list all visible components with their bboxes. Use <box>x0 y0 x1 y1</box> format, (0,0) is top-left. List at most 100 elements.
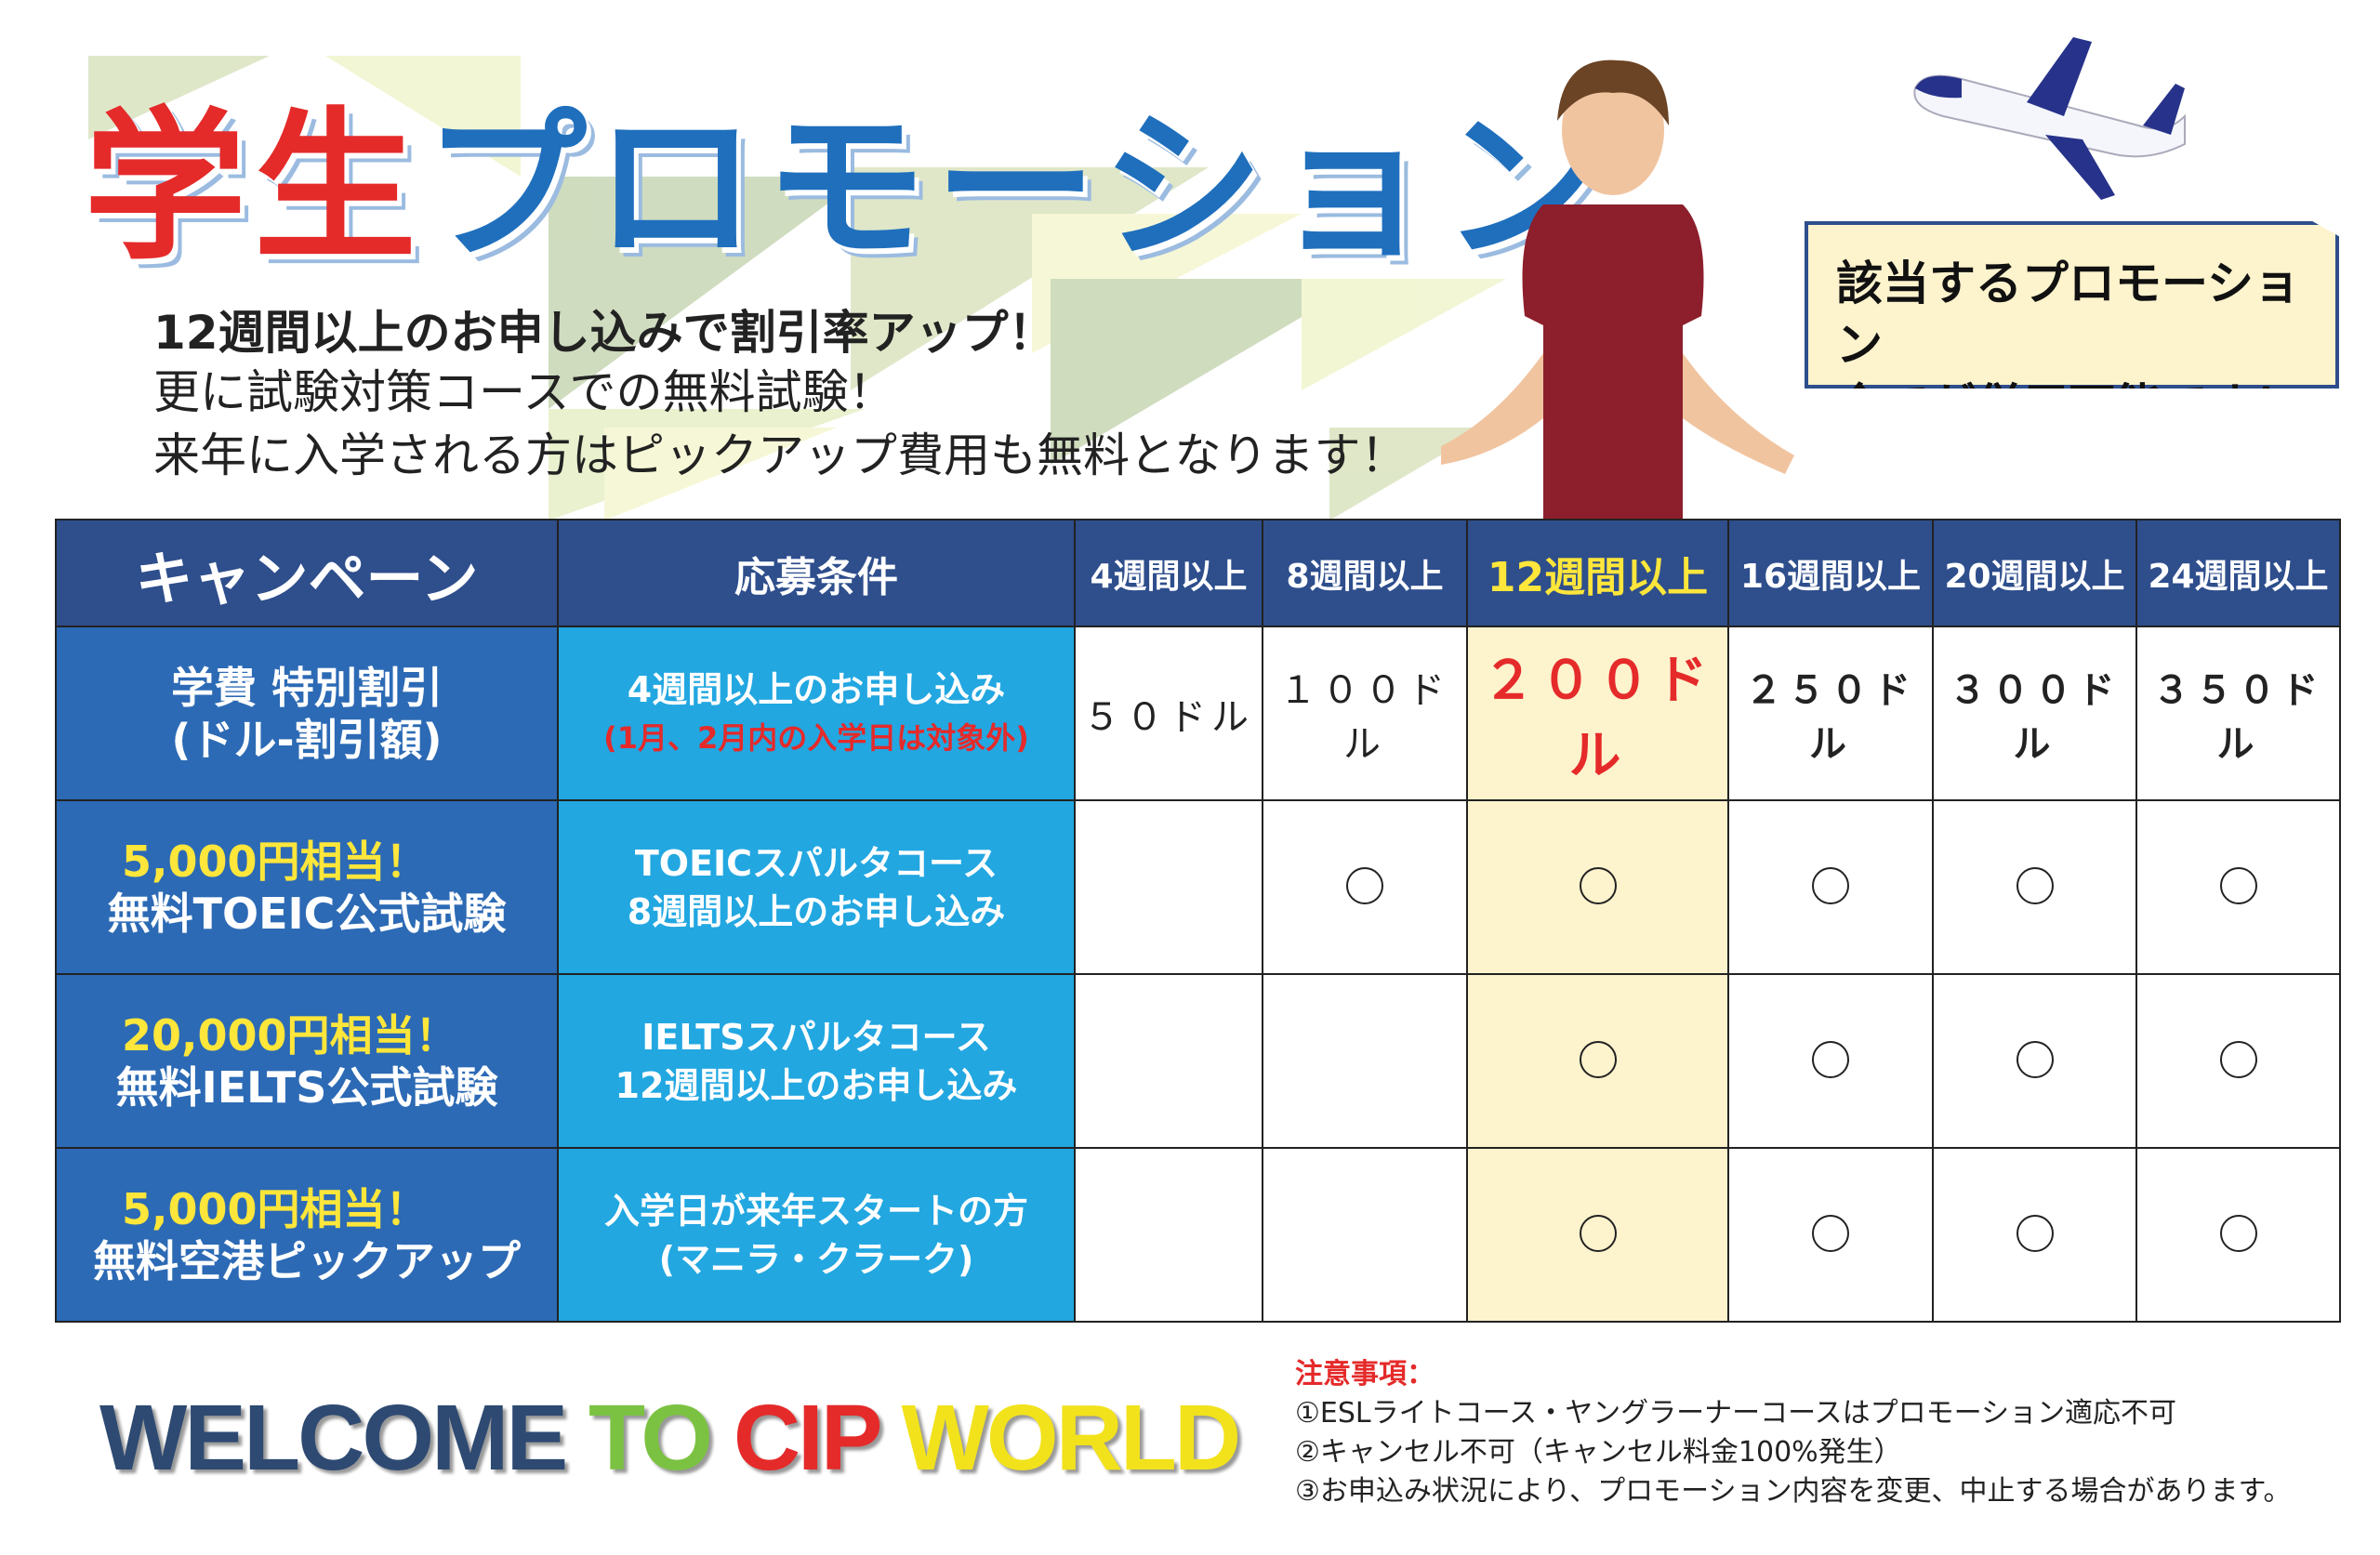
subtitle-2: 更に試験対策コースでの無料試験！ <box>153 365 895 419</box>
table-row: 学費 特別割引 (ドル-割引額) 4週間以上のお申し込み (1月、2月内の入学日は対… <box>55 626 2341 801</box>
eligibility-cell <box>1262 1147 1468 1323</box>
subtitle-1: 12週間以上のお申し込みで割引率アップ！ <box>153 306 1055 360</box>
campaign-cell: 学費 特別割引 (ドル-割引額) <box>55 626 559 801</box>
notes-heading: 注意事項： <box>1295 1358 1435 1390</box>
campaign-value: 5,000円相当！ <box>122 1183 429 1234</box>
header-campaign: キャンペーン <box>55 519 559 627</box>
eligible-circle-icon <box>1812 866 1849 904</box>
eligibility-cell <box>1727 973 1934 1149</box>
eligibility-cell <box>2135 799 2341 975</box>
eligible-circle-icon <box>2016 1040 2054 1078</box>
value-cell: ２００ドル <box>1466 626 1729 801</box>
welcome-word: WELCOME <box>99 1386 568 1490</box>
campaign-value: 5,000円相当！ <box>122 836 429 887</box>
eligible-circle-icon <box>1346 866 1383 904</box>
header-4weeks: 4週間以上 <box>1074 519 1263 627</box>
value-cell: ５０ドル <box>1074 626 1263 801</box>
discount-amount: ５０ドル <box>1083 695 1254 739</box>
header-24weeks: 24週間以上 <box>2135 519 2341 627</box>
page-title: 学生プロモーション <box>84 56 1612 291</box>
eligibility-cell <box>1466 799 1729 975</box>
campaign-name: 無料空港ピックアップ <box>93 1235 521 1286</box>
discount-amount: ２００ドル <box>1482 650 1713 786</box>
note-item: ②キャンセル不可（キャンセル料金100%発生） <box>1295 1436 1902 1469</box>
campaign-name: 無料IELTS公式試験 <box>115 1061 498 1113</box>
eligibility-cell <box>1466 1147 1729 1323</box>
value-cell: １００ドル <box>1262 626 1468 801</box>
header-condition: 応募条件 <box>557 519 1076 627</box>
eligibility-cell <box>1262 799 1468 975</box>
value-cell: ３００ドル <box>1932 626 2137 801</box>
eligibility-cell <box>1932 1147 2137 1323</box>
eligible-circle-icon <box>2219 866 2257 904</box>
condition-cell: IELTSスパルタコース 12週間以上のお申し込み <box>557 973 1076 1149</box>
eligible-circle-icon <box>2219 1040 2257 1078</box>
eligibility-cell <box>2135 1147 2341 1323</box>
header-12weeks: 12週間以上 <box>1466 519 1729 627</box>
header-8weeks: 8週間以上 <box>1262 519 1468 627</box>
eligible-circle-icon <box>2219 1214 2257 1252</box>
notes-section: 注意事項： ①ESLライトコース・ヤングラーナーコースはプロモーション適応不可 … <box>1295 1355 2292 1511</box>
value-cell: ２５０ドル <box>1727 626 1934 801</box>
eligibility-cell <box>1727 799 1934 975</box>
cip-word: CIP <box>733 1386 881 1490</box>
condition-cell: TOEICスパルタコース 8週間以上のお申し込み <box>557 799 1076 975</box>
campaign-value: 20,000円相当！ <box>122 1009 458 1061</box>
promotion-table: キャンペーン 応募条件 4週間以上 8週間以上 12週間以上 16週間以上 20… <box>55 519 2341 1323</box>
campaign-cell: 5,000円相当！ 無料TOEIC公式試験 <box>55 799 559 975</box>
table-row: 20,000円相当！ 無料IELTS公式試験 IELTSスパルタコース 12週間以上の… <box>55 973 2341 1149</box>
condition-cell: 入学日が来年スタートの方 (マニラ・クラーク) <box>557 1147 1076 1323</box>
campaign-cell: 20,000円相当！ 無料IELTS公式試験 <box>55 973 559 1149</box>
to-word: TO <box>588 1386 713 1490</box>
note-item: ①ESLライトコース・ヤングラーナーコースはプロモーション適応不可 <box>1295 1397 2177 1430</box>
condition-note: (1月、2月内の入学日は対象外) <box>603 719 1029 756</box>
eligibility-cell <box>1727 1147 1934 1323</box>
eligible-circle-icon <box>1579 1214 1617 1252</box>
table-row: 5,000円相当！ 無料TOEIC公式試験 TOEICスパルタコース 8週間以上のお申… <box>55 799 2341 975</box>
eligible-circle-icon <box>1579 866 1617 904</box>
subtitle-3: 来年に入学される方はピックアップ費用も無料となります！ <box>153 428 1408 482</box>
header-16weeks: 16週間以上 <box>1727 519 1934 627</box>
condition-text: (マニラ・クラーク) <box>658 1238 974 1280</box>
value-cell: ３５０ドル <box>2135 626 2341 801</box>
table-header-row: キャンペーン 応募条件 4週間以上 8週間以上 12週間以上 16週間以上 20… <box>55 519 2341 627</box>
condition-text: 入学日が来年スタートの方 <box>603 1190 1028 1232</box>
campaign-name: 学費 特別割引 <box>170 662 443 713</box>
eligibility-cell <box>1074 1147 1263 1323</box>
discount-amount: ３５０ドル <box>2152 668 2324 766</box>
campaign-cell: 5,000円相当！ 無料空港ピックアップ <box>55 1147 559 1323</box>
eligibility-cell <box>1074 973 1263 1149</box>
condition-text: 12週間以上のお申し込み <box>615 1064 1018 1106</box>
triangle-pattern-background <box>88 56 1506 521</box>
condition-text: 8週間以上のお申し込み <box>627 890 1006 932</box>
eligible-circle-icon <box>2016 1214 2054 1252</box>
title-red: 学生 <box>84 94 424 283</box>
campaign-detail: (ドル-割引額) <box>171 714 443 765</box>
note-item: ③お申込み状況により、プロモーション内容を変更、中止する場合があります。 <box>1295 1475 2292 1508</box>
eligibility-cell <box>1262 973 1468 1149</box>
eligibility-cell <box>1466 973 1729 1149</box>
discount-amount: ３００ドル <box>1949 668 2121 766</box>
eligibility-cell <box>1932 973 2137 1149</box>
title-blue: プロモーション <box>424 94 1612 283</box>
airplane-icon <box>1913 37 2186 200</box>
table-row: 5,000円相当！ 無料空港ピックアップ 入学日が来年スタートの方 (マニラ・クラーク… <box>55 1147 2341 1323</box>
condition-cell: 4週間以上のお申し込み (1月、2月内の入学日は対象外) <box>557 626 1076 801</box>
condition-text: TOEICスパルタコース <box>634 842 998 884</box>
eligible-circle-icon <box>1579 1040 1617 1078</box>
condition-text: 4週間以上のお申し込み <box>627 668 1006 710</box>
discount-amount: １００ドル <box>1279 668 1450 766</box>
callout-line-1: 該当するプロモーション <box>1836 257 2300 372</box>
combinable-promotion-callout: 該当するプロモーション 全てが併用可能です！ <box>1805 221 2339 389</box>
header-20weeks: 20週間以上 <box>1932 519 2137 627</box>
eligibility-cell <box>1932 799 2137 975</box>
discount-amount: ２５０ドル <box>1745 668 1916 766</box>
callout-line-2: 全てが併用可能です！ <box>1836 379 2301 433</box>
condition-text: IELTSスパルタコース <box>641 1016 991 1058</box>
eligibility-cell <box>2135 973 2341 1149</box>
eligible-circle-icon <box>1812 1040 1849 1078</box>
campaign-name: 無料TOEIC公式試験 <box>107 888 507 939</box>
staff-photo <box>1441 59 1794 521</box>
welcome-logo: WELCOME TO CIP WORLD <box>99 1385 1252 1492</box>
eligible-circle-icon <box>1812 1214 1849 1252</box>
